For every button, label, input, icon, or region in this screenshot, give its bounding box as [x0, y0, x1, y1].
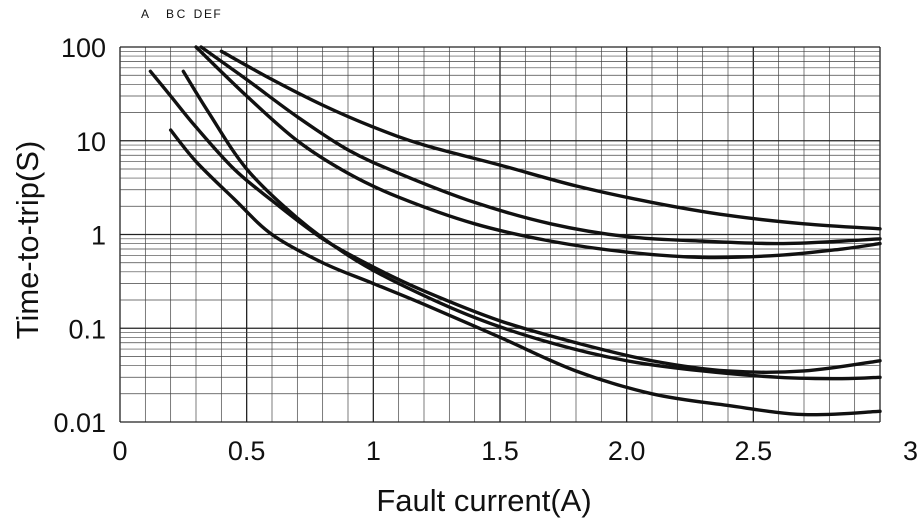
- y-tick-label: 10: [76, 127, 106, 157]
- curve-label-d: D: [194, 7, 203, 21]
- curve-b: [168, 128, 882, 417]
- curve-c: [181, 69, 882, 381]
- curve-a: [148, 69, 882, 374]
- curve-d: [194, 45, 882, 260]
- curves: [148, 45, 882, 417]
- curve-label-a: A: [141, 7, 149, 21]
- curve-label-c: C: [177, 7, 186, 21]
- x-tick-label: 0.5: [228, 436, 266, 466]
- x-axis-title: Fault current(A): [376, 483, 591, 518]
- curve-f: [219, 49, 882, 231]
- y-tick-labels: 100 10 1 0.1 0.01: [53, 33, 106, 438]
- y-tick-label: 100: [61, 33, 106, 63]
- x-tick-label: 0: [112, 436, 127, 466]
- y-tick-label: 1: [91, 221, 106, 251]
- curve-label-f: F: [213, 7, 220, 21]
- x-tick-labels: 0 0.5 1 1.5 2.0 2.5 3: [112, 436, 918, 466]
- x-tick-label: 1: [366, 436, 381, 466]
- y-axis-title: Time-to-trip(S): [10, 141, 45, 340]
- y-tick-label: 0.01: [53, 408, 106, 438]
- y-tick-label: 0.1: [68, 314, 106, 344]
- x-tick-label: 1.5: [481, 436, 519, 466]
- curve-label-b: B: [166, 7, 174, 21]
- x-tick-label: 2.0: [608, 436, 646, 466]
- x-tick-label: 2.5: [735, 436, 773, 466]
- curve-e: [199, 45, 882, 246]
- x-tick-label: 3: [903, 436, 918, 466]
- curve-label-e: E: [204, 7, 212, 21]
